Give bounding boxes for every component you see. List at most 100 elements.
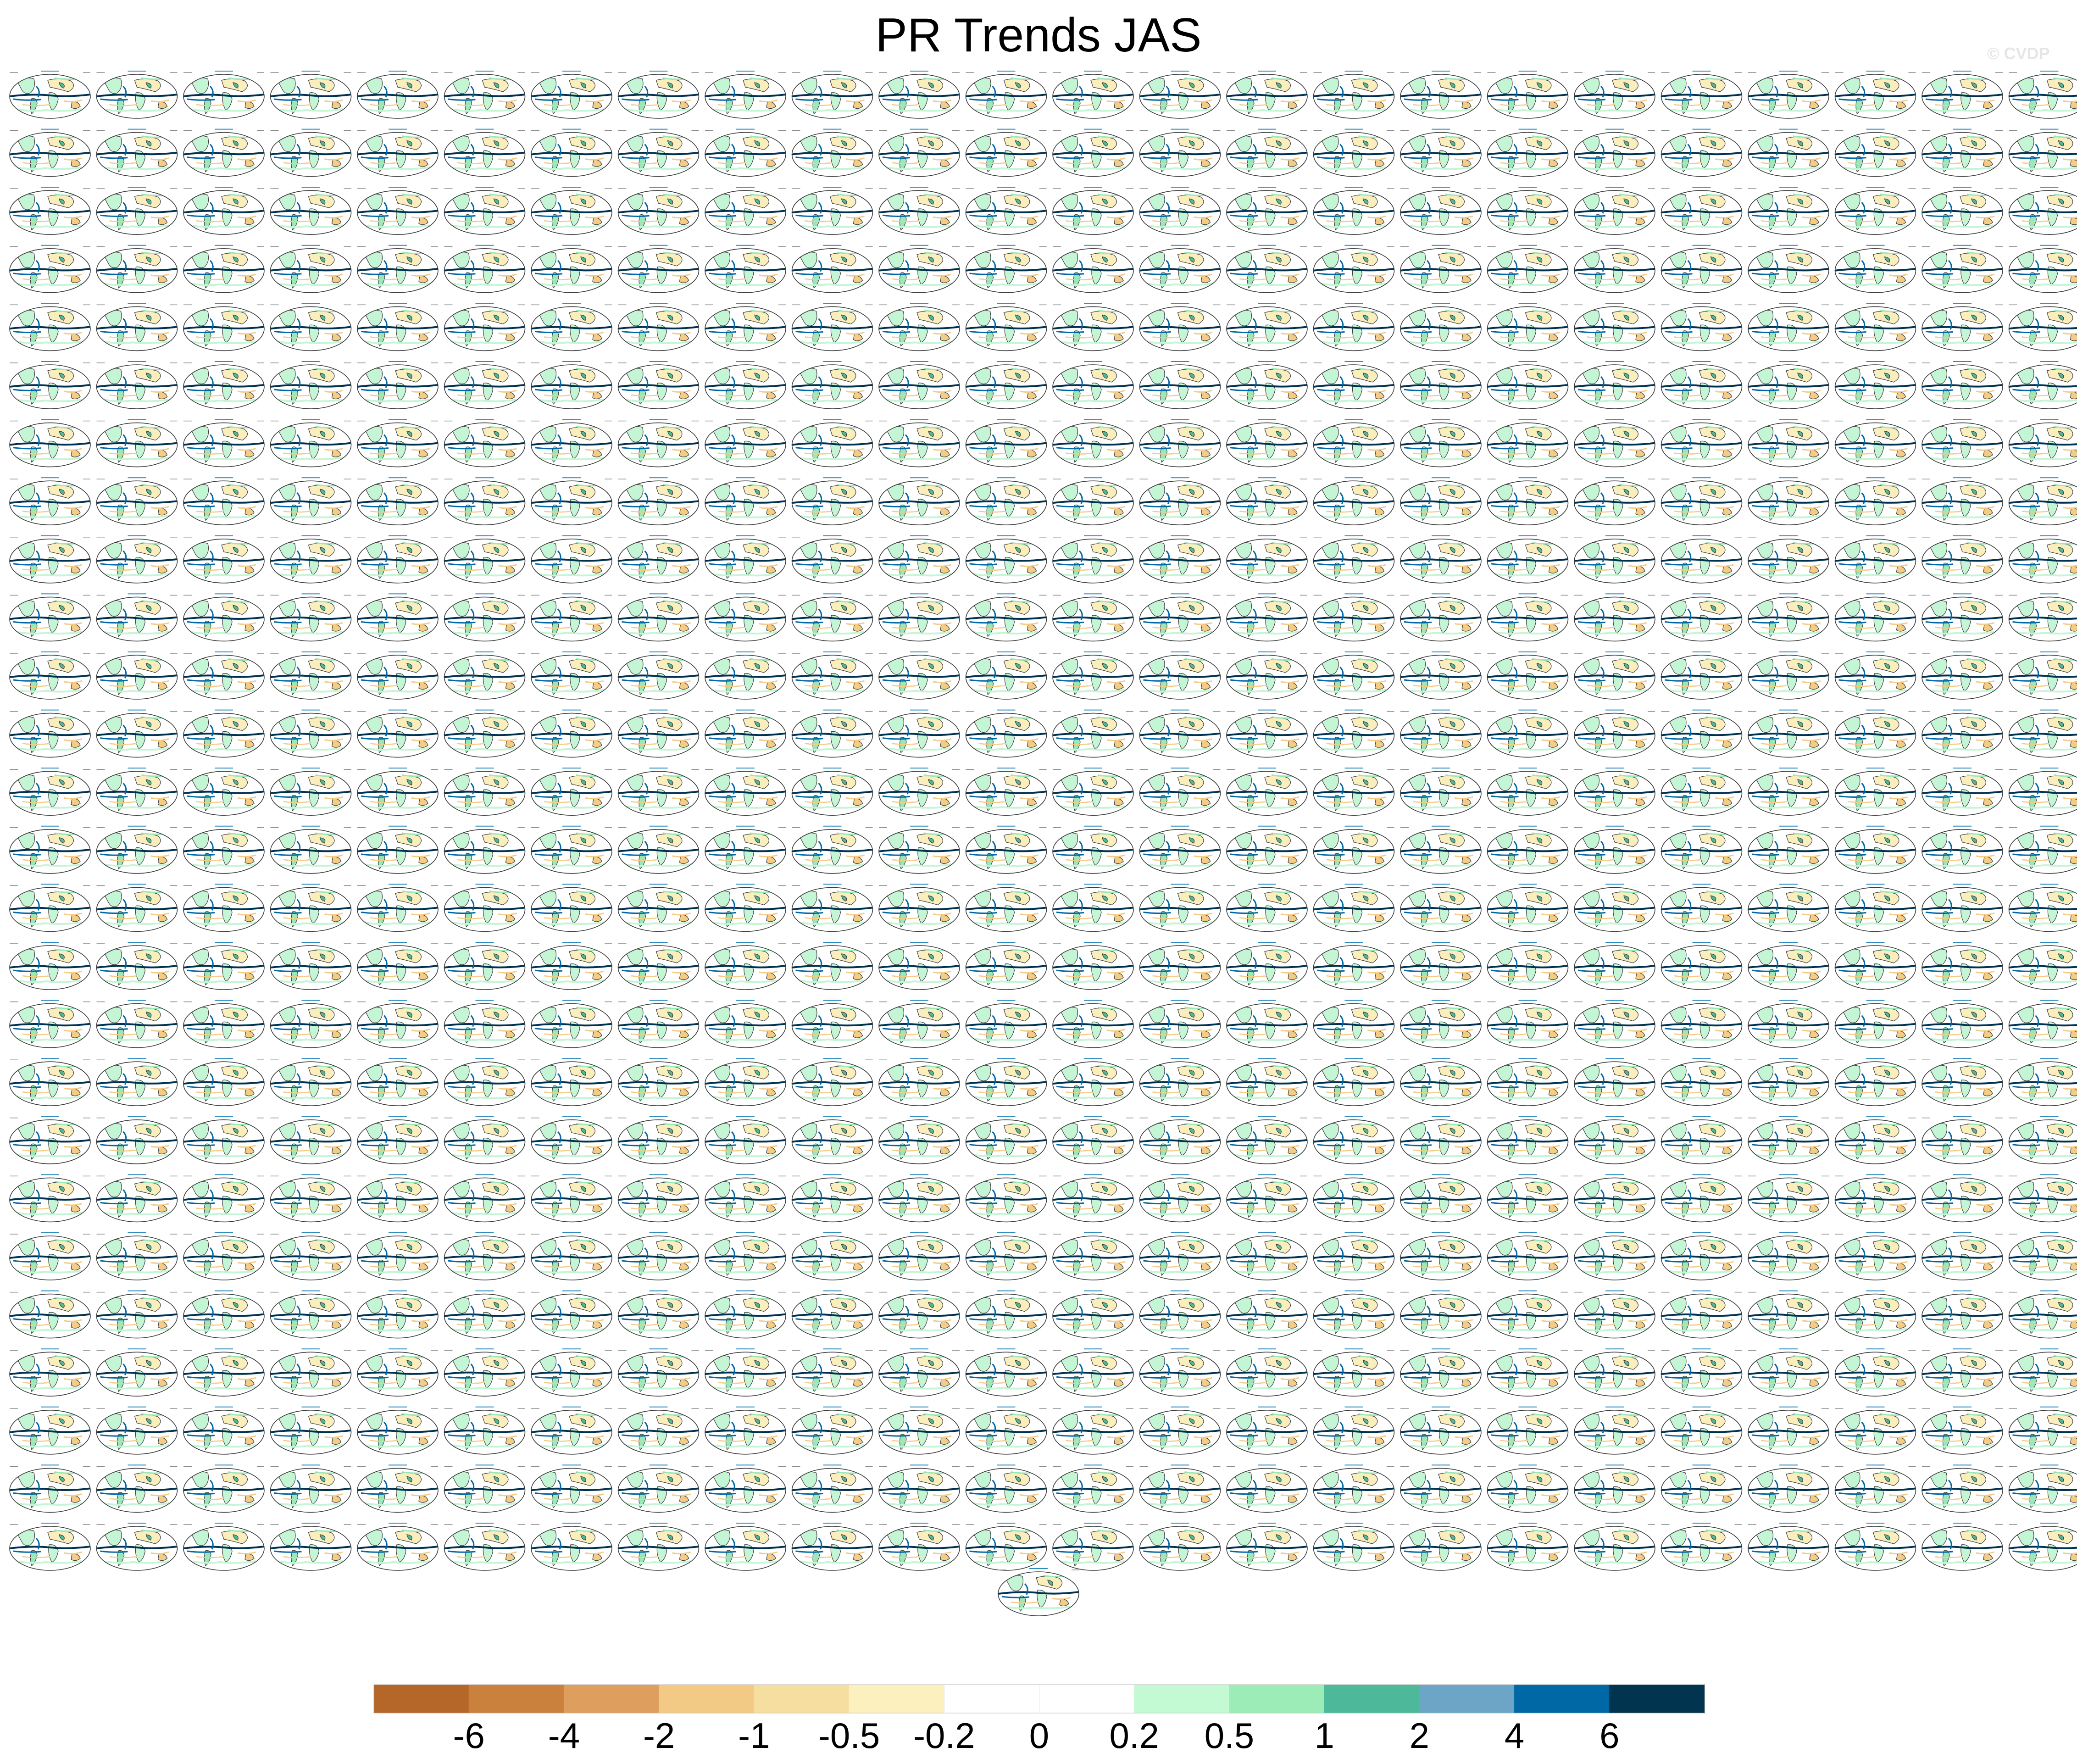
map-panel [1574,826,1655,874]
map-panel [966,71,1047,118]
map-panel [1227,942,1307,990]
map-panel [1661,710,1742,757]
map-panel [792,1117,873,1164]
map-panel [1140,1233,1221,1280]
map-panel [1053,652,1133,699]
map-panel [1314,826,1394,874]
map-panel [1488,303,1568,351]
map-panel [444,826,525,874]
map-panel [966,826,1047,874]
map-panel [998,1569,1079,1616]
map-panel [966,1233,1047,1280]
map-panel [879,478,960,525]
map-panel [879,1117,960,1164]
map-panel [1053,1058,1133,1106]
map-panel [1661,245,1742,293]
map-panel [1314,245,1394,293]
map-panel [183,1117,264,1164]
map-panel [792,826,873,874]
map-panel [2009,1523,2077,1570]
map-panel [1140,768,1221,815]
map-panel [531,303,612,351]
map-panel [879,942,960,990]
map-panel [97,420,178,467]
map-panel [1488,884,1568,931]
map-panel [1748,71,1829,118]
map-panel [357,187,438,234]
map-panel [271,594,351,641]
map-panel [1140,129,1221,177]
map-panel [1140,1117,1221,1164]
map-panel [1574,1058,1655,1106]
map-panel [879,1407,960,1454]
map-panel [1661,536,1742,583]
map-panel [1400,1233,1481,1280]
map-panel [1488,594,1568,641]
map-panel [1140,1001,1221,1048]
map-panel [2009,1349,2077,1396]
map-panel [1574,187,1655,234]
map-panel [966,884,1047,931]
map-panel [966,362,1047,409]
map-panel [1053,1233,1133,1280]
map-panel [183,1233,264,1280]
map-panel [183,1174,264,1222]
map-panel [97,1117,178,1164]
map-panel [1661,1174,1742,1222]
map-panel [531,1058,612,1106]
map-panel [705,594,786,641]
map-panel [10,1291,90,1338]
colorbar-swatch [1609,1684,1705,1714]
map-panel [1748,187,1829,234]
map-panel [1314,1001,1394,1048]
map-panel [2009,1465,2077,1512]
map-panel [183,1465,264,1512]
map-panel [1488,1465,1568,1512]
map-panel [1140,362,1221,409]
map-panel [1574,1523,1655,1570]
map-panel [271,1349,351,1396]
map-panel [618,884,699,931]
map-panel [1227,768,1307,815]
map-panel [792,768,873,815]
colorbar-swatch [659,1684,755,1714]
map-panel [1574,478,1655,525]
map-panel [1400,303,1481,351]
map-panel [1835,1001,1916,1048]
map-panel [1314,652,1394,699]
map-panel [792,129,873,177]
map-panel [1574,1291,1655,1338]
map-panel [357,303,438,351]
map-panel [1053,129,1133,177]
map-panel [444,1407,525,1454]
colorbar-swatch [373,1684,470,1714]
map-panel [792,1291,873,1338]
map-panel [879,884,960,931]
map-panel [1835,884,1916,931]
map-panel [531,536,612,583]
map-panel [1314,478,1394,525]
map-panel [183,710,264,757]
map-panel [357,1407,438,1454]
map-panel [1488,1523,1568,1570]
map-panel [1314,71,1394,118]
map-panel [792,362,873,409]
map-panel [444,1001,525,1048]
map-panel [1835,303,1916,351]
map-panel [2009,710,2077,757]
map-panel [97,303,178,351]
map-panel [444,303,525,351]
map-panel [792,594,873,641]
map-panel [792,710,873,757]
map-panels [10,71,2077,1616]
map-panel [271,245,351,293]
map-panel [97,1407,178,1454]
map-panel [1661,594,1742,641]
map-panel [2009,1291,2077,1338]
map-panel [10,303,90,351]
map-panel [879,1001,960,1048]
map-panel [1661,884,1742,931]
map-panel [1053,536,1133,583]
map-panel [966,420,1047,467]
map-panel [357,1117,438,1164]
